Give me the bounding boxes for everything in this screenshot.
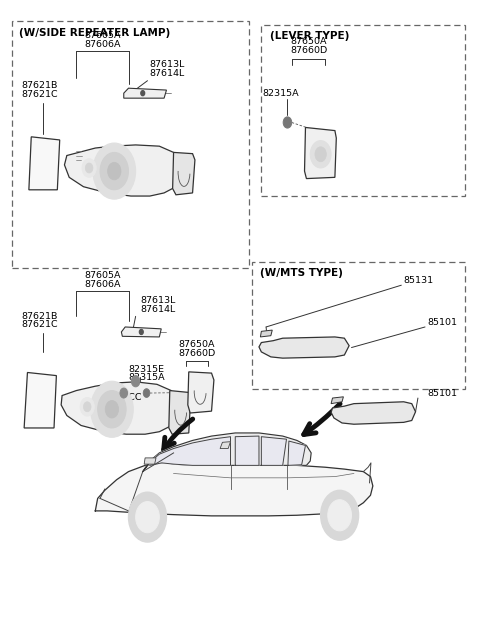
Text: 87650A: 87650A: [290, 37, 327, 47]
Polygon shape: [24, 372, 56, 428]
Circle shape: [143, 389, 150, 398]
Text: (LEVER TYPE): (LEVER TYPE): [270, 31, 349, 41]
Text: 87605A: 87605A: [84, 31, 120, 40]
Polygon shape: [173, 152, 195, 195]
Circle shape: [105, 401, 119, 418]
Polygon shape: [124, 88, 167, 98]
Polygon shape: [169, 391, 191, 434]
Text: 87660D: 87660D: [290, 46, 327, 55]
Polygon shape: [143, 433, 311, 472]
Polygon shape: [259, 337, 349, 358]
Circle shape: [85, 163, 93, 173]
Circle shape: [97, 391, 126, 428]
Circle shape: [93, 143, 136, 199]
Text: 87621B: 87621B: [22, 81, 58, 90]
Circle shape: [136, 501, 159, 533]
Text: 82315A: 82315A: [129, 374, 165, 382]
Text: 87614L: 87614L: [150, 69, 185, 78]
Circle shape: [129, 492, 167, 542]
Circle shape: [80, 398, 95, 416]
Circle shape: [84, 402, 91, 412]
Text: 87613L: 87613L: [140, 296, 176, 305]
Text: (W/SIDE REPEATER LAMP): (W/SIDE REPEATER LAMP): [19, 28, 170, 38]
Text: 87606A: 87606A: [84, 40, 120, 49]
Circle shape: [132, 376, 140, 387]
Polygon shape: [61, 382, 178, 434]
Text: 85131: 85131: [404, 276, 434, 285]
Polygon shape: [144, 458, 156, 464]
Text: 87621C: 87621C: [22, 320, 59, 330]
Bar: [252, 262, 466, 389]
Text: 87614L: 87614L: [140, 305, 176, 314]
Polygon shape: [304, 128, 336, 179]
Circle shape: [139, 330, 143, 335]
Circle shape: [141, 91, 144, 96]
Circle shape: [120, 388, 128, 398]
Text: (W/MTS TYPE): (W/MTS TYPE): [261, 268, 343, 278]
Polygon shape: [96, 459, 373, 516]
Text: 82315A: 82315A: [263, 89, 300, 97]
Bar: [12, 21, 250, 268]
Text: 87605A: 87605A: [84, 271, 120, 280]
Polygon shape: [331, 402, 416, 424]
Circle shape: [82, 159, 96, 177]
Text: 87621B: 87621B: [22, 312, 58, 321]
Polygon shape: [64, 145, 180, 196]
Text: 85101: 85101: [427, 389, 457, 398]
Polygon shape: [29, 137, 60, 190]
Text: 1339CC: 1339CC: [105, 392, 142, 402]
Polygon shape: [188, 372, 214, 413]
Circle shape: [100, 152, 129, 190]
Polygon shape: [331, 397, 343, 404]
Polygon shape: [288, 441, 305, 465]
Polygon shape: [220, 442, 230, 448]
Circle shape: [321, 491, 359, 540]
Polygon shape: [121, 327, 161, 337]
Text: 85101: 85101: [427, 318, 457, 327]
Text: 87621C: 87621C: [22, 90, 59, 99]
Circle shape: [91, 381, 133, 437]
Text: 87650A: 87650A: [179, 340, 215, 350]
Text: 82315E: 82315E: [129, 365, 165, 374]
Text: 87660D: 87660D: [179, 349, 216, 358]
Circle shape: [315, 147, 326, 162]
Text: 87606A: 87606A: [84, 280, 120, 289]
Text: 87613L: 87613L: [150, 60, 185, 69]
Polygon shape: [261, 330, 272, 337]
Circle shape: [283, 117, 292, 128]
Circle shape: [310, 140, 331, 168]
Bar: [261, 25, 466, 196]
Polygon shape: [235, 436, 259, 465]
Polygon shape: [261, 437, 287, 465]
Polygon shape: [150, 437, 230, 465]
Circle shape: [328, 499, 351, 531]
Circle shape: [108, 162, 121, 180]
